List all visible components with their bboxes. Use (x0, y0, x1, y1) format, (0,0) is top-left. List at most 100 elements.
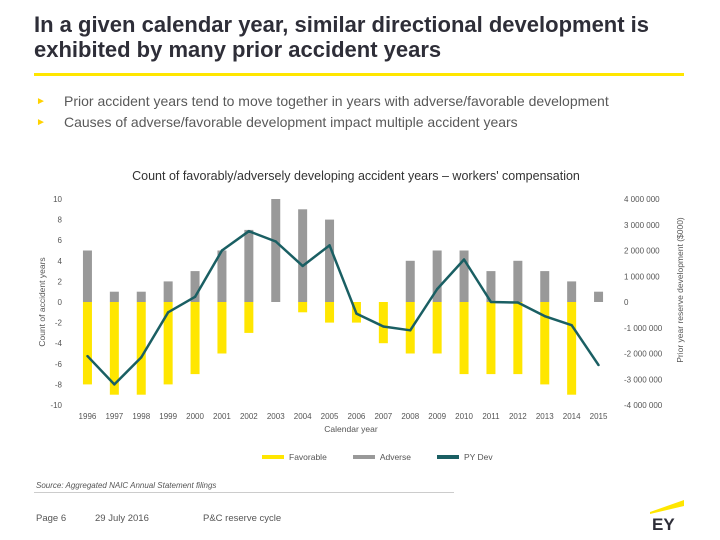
legend-swatch-favorable (262, 455, 284, 459)
bullet-arrow-icon: ► (36, 96, 46, 107)
point-py-dev (543, 314, 546, 318)
x-tick-label: 2005 (321, 412, 339, 421)
footer-date: 29 July 2016 (95, 513, 149, 524)
x-tick-label: 2015 (590, 412, 608, 421)
point-py-dev (489, 300, 493, 304)
bar-adverse (513, 260, 523, 302)
x-tick-label: 2012 (509, 412, 527, 421)
bar-adverse (109, 291, 119, 302)
bullet-text: Causes of adverse/favorable development … (64, 114, 518, 130)
bar-favorable (298, 302, 308, 313)
point-py-dev (597, 363, 600, 367)
x-tick-label: 2007 (374, 412, 392, 421)
point-py-dev (516, 301, 520, 304)
bar-adverse (217, 250, 227, 302)
page-title: In a given calendar year, similar direct… (34, 12, 650, 62)
bar-favorable (405, 302, 415, 354)
bar-favorable (540, 302, 550, 385)
bar-favorable (486, 302, 496, 375)
bar-adverse (567, 281, 577, 302)
point-py-dev (274, 240, 277, 243)
legend-swatch-adverse (352, 455, 375, 459)
y2-tick-label: -2 000 000 (624, 350, 663, 359)
legend-label-favorable: Favorable (289, 452, 327, 462)
y-tick-label: 6 (58, 236, 63, 245)
y-tick-label: 0 (58, 298, 63, 307)
x-tick-label: 1996 (79, 412, 97, 421)
y2-tick-label: 3 000 000 (624, 221, 660, 230)
y2-tick-label: 2 000 000 (624, 247, 660, 256)
y-tick-label: -6 (55, 360, 63, 369)
title-divider (34, 73, 684, 76)
y-axis-title: Count of accident years (37, 257, 47, 346)
bar-adverse (190, 271, 200, 302)
bar-adverse (405, 260, 415, 302)
bar-favorable (244, 302, 254, 333)
point-py-dev (301, 264, 304, 268)
bar-adverse (163, 281, 173, 302)
point-py-dev (247, 229, 251, 233)
x-tick-label: 1998 (132, 412, 150, 421)
y2-tick-label: 1 000 000 (624, 272, 660, 281)
x-tick-label: 2010 (455, 412, 473, 421)
x-tick-label: 2002 (240, 412, 258, 421)
legend-item-py-dev: PY Dev (437, 452, 493, 462)
y2-tick-label: -3 000 000 (624, 375, 663, 384)
chart-title: Count of favorably/adversely developing … (132, 169, 580, 183)
bar-favorable (432, 302, 442, 354)
x-axis-title: Calendar year (324, 424, 378, 434)
point-py-dev (86, 354, 89, 358)
bullet-arrow-icon: ► (36, 117, 46, 128)
x-tick-label: 2008 (401, 412, 419, 421)
bar-adverse (271, 199, 281, 302)
source-note: Source: Aggregated NAIC Annual Statement… (36, 481, 217, 490)
y2-axis-title: Prior year reserve development ($000) (675, 217, 685, 363)
bar-favorable (459, 302, 469, 375)
bar-favorable (513, 302, 523, 375)
bar-adverse (459, 250, 469, 302)
bar-favorable (567, 302, 577, 395)
bar-adverse (298, 209, 308, 302)
point-py-dev (409, 329, 412, 332)
x-tick-label: 2006 (348, 412, 366, 421)
chart-legend: Favorable Adverse PY Dev (262, 452, 493, 462)
bar-favorable (190, 302, 200, 375)
point-py-dev (113, 383, 116, 386)
bar-adverse (432, 250, 442, 302)
point-py-dev (382, 325, 385, 328)
y-tick-label: 8 (58, 216, 63, 225)
legend-swatch-py-dev (437, 455, 459, 459)
bar-adverse (82, 250, 92, 302)
x-tick-label: 2003 (267, 412, 285, 421)
bar-adverse (486, 271, 496, 302)
point-py-dev (166, 311, 170, 314)
bullet-item: ► Causes of adverse/favorable developmen… (34, 114, 684, 131)
x-tick-label: 2011 (482, 412, 500, 421)
bar-adverse (244, 229, 254, 302)
y-tick-label: -8 (55, 380, 63, 389)
point-py-dev (328, 244, 331, 247)
bar-favorable (82, 302, 92, 385)
bar-favorable (109, 302, 119, 395)
bar-adverse (594, 291, 604, 302)
bar-favorable (163, 302, 173, 385)
y-tick-label: 2 (58, 277, 63, 286)
y2-tick-label: -4 000 000 (624, 401, 663, 410)
footer-divider (34, 492, 454, 493)
point-py-dev (462, 258, 466, 261)
bar-favorable (217, 302, 227, 354)
ey-logo-text: EY (652, 515, 675, 532)
point-py-dev (570, 323, 573, 327)
bullet-list: ► Prior accident years tend to move toge… (34, 93, 684, 135)
y-tick-label: 10 (53, 195, 62, 204)
bullet-item: ► Prior accident years tend to move toge… (34, 93, 684, 110)
point-py-dev (220, 249, 224, 252)
bar-favorable (378, 302, 388, 344)
x-tick-label: 2000 (186, 412, 204, 421)
bar-favorable (325, 302, 335, 323)
footer-section: P&C reserve cycle (203, 513, 282, 524)
x-tick-label: 2004 (294, 412, 312, 421)
y-tick-label: -4 (55, 339, 63, 348)
bar-adverse (540, 271, 550, 302)
